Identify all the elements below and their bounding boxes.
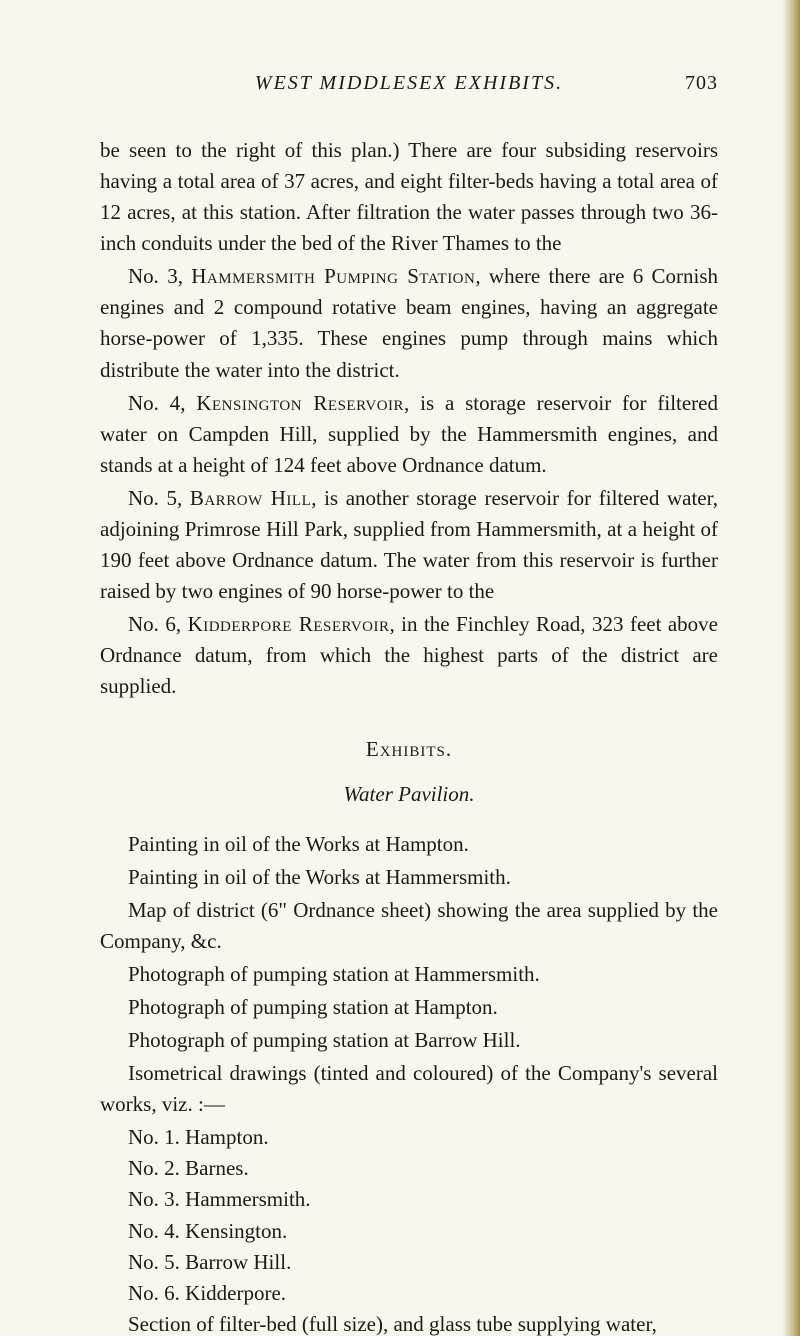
- exhibit-line: Photograph of pumping station at Hampton…: [100, 992, 718, 1023]
- small-caps-run: Barrow Hill: [190, 486, 311, 510]
- paragraph: be seen to the right of this plan.) Ther…: [100, 135, 718, 259]
- exhibit-line: Section of filter-bed (full size), and g…: [100, 1309, 718, 1340]
- paragraph: No. 4, Kensington Reservoir, is a storag…: [100, 388, 718, 481]
- exhibit-line: Map of district (6" Ordnance sheet) show…: [100, 895, 718, 957]
- text-run: No. 5,: [128, 486, 190, 510]
- exhibit-line: Painting in oil of the Works at Hammersm…: [100, 862, 718, 893]
- exhibit-line: Isometrical drawings (tinted and coloure…: [100, 1058, 718, 1120]
- document-page: WEST MIDDLESEX EXHIBITS. 703 be seen to …: [0, 0, 800, 1336]
- running-head: WEST MIDDLESEX EXHIBITS. 703: [100, 72, 718, 95]
- small-caps-run: Hammersmith Pumping Station: [191, 264, 475, 288]
- exhibit-line: Photograph of pumping station at Barrow …: [100, 1025, 718, 1056]
- exhibit-line: Photograph of pumping station at Hammers…: [100, 959, 718, 990]
- page-edge-shadow: [782, 0, 800, 1336]
- text-run: No. 6,: [128, 612, 188, 636]
- list-item: No. 4. Kensington.: [100, 1216, 718, 1247]
- list-item: No. 5. Barrow Hill.: [100, 1247, 718, 1278]
- list-item: No. 6. Kidderpore.: [100, 1278, 718, 1309]
- text-run: No. 4,: [128, 391, 196, 415]
- body-text: be seen to the right of this plan.) Ther…: [100, 135, 718, 1340]
- small-caps-run: Kidderpore Reservoir: [188, 612, 390, 636]
- paragraph: No. 5, Barrow Hill, is another storage r…: [100, 483, 718, 607]
- list-item: No. 1. Hampton.: [100, 1122, 718, 1153]
- section-heading: Exhibits.: [100, 734, 718, 765]
- section-subheading: Water Pavilion.: [100, 779, 718, 810]
- paragraph: No. 3, Hammersmith Pumping Station, wher…: [100, 261, 718, 385]
- running-title: WEST MIDDLESEX EXHIBITS.: [150, 72, 668, 95]
- exhibit-line: Painting in oil of the Works at Hampton.: [100, 829, 718, 860]
- text-run: No. 3,: [128, 264, 191, 288]
- paragraph: No. 6, Kidderpore Reservoir, in the Finc…: [100, 609, 718, 702]
- list-item: No. 3. Hammersmith.: [100, 1184, 718, 1215]
- small-caps-run: Kensington Reservoir: [196, 391, 404, 415]
- list-item: No. 2. Barnes.: [100, 1153, 718, 1184]
- page-number: 703: [668, 72, 718, 95]
